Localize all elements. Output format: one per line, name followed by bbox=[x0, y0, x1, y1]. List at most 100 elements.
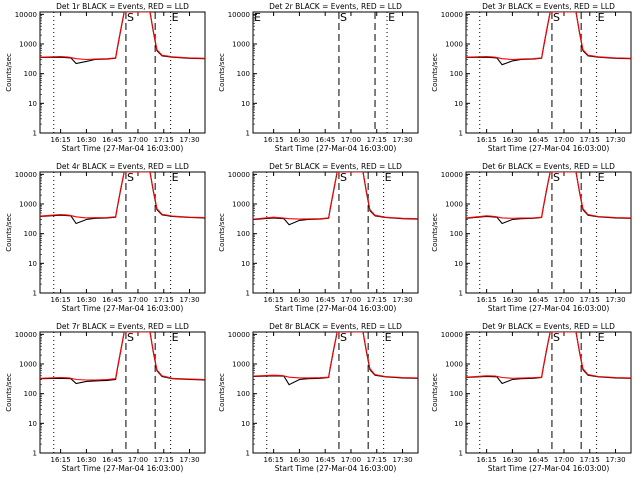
x-axis-label: Start Time (27-Mar-04 16:03:00) bbox=[62, 464, 184, 473]
marker-label: E bbox=[172, 331, 179, 344]
x-tick-label: 16:45 bbox=[102, 456, 122, 464]
x-tick-label: 16:30 bbox=[76, 456, 96, 464]
y-tick-label: 100 bbox=[24, 390, 37, 398]
lld-series-line bbox=[40, 12, 205, 61]
marker-label: S bbox=[127, 171, 134, 184]
y-tick-label: 1000 bbox=[19, 41, 37, 49]
x-tick-label: 16:30 bbox=[502, 136, 522, 144]
x-tick-label: 17:30 bbox=[179, 456, 199, 464]
marker-label: E bbox=[598, 331, 605, 344]
marker-label: S bbox=[553, 11, 560, 24]
y-tick-label: 10 bbox=[28, 260, 37, 268]
lld-series-line bbox=[466, 332, 631, 379]
detector-panel: Det 8r BLACK = Events, RED = LLD 1 10 100 10… bbox=[218, 322, 419, 473]
y-axis-label: Counts/sec bbox=[5, 53, 13, 92]
marker-label: E bbox=[172, 171, 179, 184]
detector-panel: Det 9r BLACK = Events, RED = LLD 1 10 100 10… bbox=[431, 322, 632, 473]
panel-title: Det 5r BLACK = Events, RED = LLD bbox=[269, 162, 402, 171]
x-tick-label: 16:30 bbox=[289, 456, 309, 464]
y-tick-label: 1000 bbox=[445, 41, 463, 49]
x-tick-label: 17:30 bbox=[392, 136, 412, 144]
x-tick-label: 16:15 bbox=[264, 456, 284, 464]
marker-label: E bbox=[598, 11, 605, 24]
panel-title: Det 6r BLACK = Events, RED = LLD bbox=[482, 162, 615, 171]
panel-title: Det 7r BLACK = Events, RED = LLD bbox=[56, 322, 189, 331]
x-tick-label: 16:45 bbox=[102, 296, 122, 304]
detector-panel: Det 3r BLACK = Events, RED = LLD 1 10 100 10… bbox=[431, 2, 632, 153]
y-axis-label: Counts/sec bbox=[431, 213, 439, 252]
detector-panel: Det 5r BLACK = Events, RED = LLD 1 10 100 10… bbox=[218, 162, 419, 313]
y-tick-label: 100 bbox=[450, 230, 463, 238]
y-axis-label: Counts/sec bbox=[218, 373, 226, 412]
y-tick-label: 10 bbox=[241, 420, 250, 428]
y-tick-label: 1 bbox=[459, 450, 463, 458]
y-tick-label: 10000 bbox=[441, 331, 463, 339]
x-tick-label: 16:30 bbox=[502, 456, 522, 464]
y-tick-label: 10000 bbox=[228, 171, 250, 179]
x-tick-label: 17:30 bbox=[605, 136, 625, 144]
x-tick-label: 16:15 bbox=[477, 456, 497, 464]
y-tick-label: 10 bbox=[28, 420, 37, 428]
panel-title: Det 4r BLACK = Events, RED = LLD bbox=[56, 162, 189, 171]
x-tick-label: 17:15 bbox=[367, 136, 387, 144]
detector-panel: Det 4r BLACK = Events, RED = LLD 1 10 100 10… bbox=[5, 162, 206, 313]
marker-label: S bbox=[127, 11, 134, 24]
x-tick-label: 17:30 bbox=[179, 296, 199, 304]
x-tick-label: 17:00 bbox=[341, 296, 361, 304]
y-tick-label: 1000 bbox=[232, 361, 250, 369]
lld-series-line bbox=[253, 332, 418, 379]
y-tick-label: 10000 bbox=[15, 331, 37, 339]
x-axis-label: Start Time (27-Mar-04 16:03:00) bbox=[62, 144, 184, 153]
marker-label: S bbox=[340, 331, 347, 344]
x-tick-label: 16:30 bbox=[289, 296, 309, 304]
y-tick-label: 100 bbox=[450, 70, 463, 78]
y-tick-label: 10000 bbox=[15, 171, 37, 179]
panel-title: Det 2r BLACK = Events, RED = LLD bbox=[269, 2, 402, 11]
x-tick-label: 17:00 bbox=[554, 136, 574, 144]
plot-frame bbox=[465, 331, 632, 454]
detector-panel: Det 6r BLACK = Events, RED = LLD 1 10 100 10… bbox=[431, 162, 632, 313]
y-tick-label: 100 bbox=[450, 390, 463, 398]
plot-frame bbox=[39, 171, 206, 294]
plot-frame bbox=[252, 331, 419, 454]
x-tick-label: 16:45 bbox=[315, 136, 335, 144]
y-tick-label: 10000 bbox=[441, 171, 463, 179]
x-tick-label: 17:30 bbox=[605, 456, 625, 464]
marker-label: S bbox=[553, 331, 560, 344]
y-tick-label: 10000 bbox=[441, 11, 463, 19]
y-tick-label: 100 bbox=[24, 70, 37, 78]
x-tick-label: 17:15 bbox=[367, 296, 387, 304]
y-tick-label: 1000 bbox=[19, 201, 37, 209]
marker-label: E bbox=[172, 11, 179, 24]
y-tick-label: 10 bbox=[454, 260, 463, 268]
x-tick-label: 16:30 bbox=[76, 296, 96, 304]
x-tick-label: 16:30 bbox=[289, 136, 309, 144]
y-tick-label: 1000 bbox=[232, 41, 250, 49]
detector-panel: Det 7r BLACK = Events, RED = LLD 1 10 100 10… bbox=[5, 322, 206, 473]
x-tick-label: 16:45 bbox=[315, 296, 335, 304]
x-axis-label: Start Time (27-Mar-04 16:03:00) bbox=[275, 464, 397, 473]
panel-title: Det 8r BLACK = Events, RED = LLD bbox=[269, 322, 402, 331]
x-axis-label: Start Time (27-Mar-04 16:03:00) bbox=[275, 304, 397, 313]
x-tick-label: 17:15 bbox=[367, 456, 387, 464]
x-tick-label: 16:45 bbox=[528, 136, 548, 144]
y-tick-label: 1 bbox=[246, 130, 250, 138]
x-tick-label: 17:00 bbox=[554, 296, 574, 304]
x-tick-label: 16:15 bbox=[264, 136, 284, 144]
x-tick-label: 16:45 bbox=[102, 136, 122, 144]
x-tick-label: 16:15 bbox=[477, 136, 497, 144]
marker-label: S bbox=[340, 171, 347, 184]
x-tick-label: 16:45 bbox=[315, 456, 335, 464]
x-tick-label: 17:30 bbox=[179, 136, 199, 144]
x-tick-label: 16:30 bbox=[76, 136, 96, 144]
y-tick-label: 1 bbox=[246, 450, 250, 458]
x-tick-label: 17:15 bbox=[154, 136, 174, 144]
y-tick-label: 1 bbox=[33, 450, 37, 458]
x-tick-label: 16:45 bbox=[528, 296, 548, 304]
x-tick-label: 17:00 bbox=[128, 136, 148, 144]
panel-title: Det 9r BLACK = Events, RED = LLD bbox=[482, 322, 615, 331]
marker-label: S bbox=[340, 11, 347, 24]
x-tick-label: 17:00 bbox=[341, 136, 361, 144]
marker-label: E bbox=[598, 171, 605, 184]
